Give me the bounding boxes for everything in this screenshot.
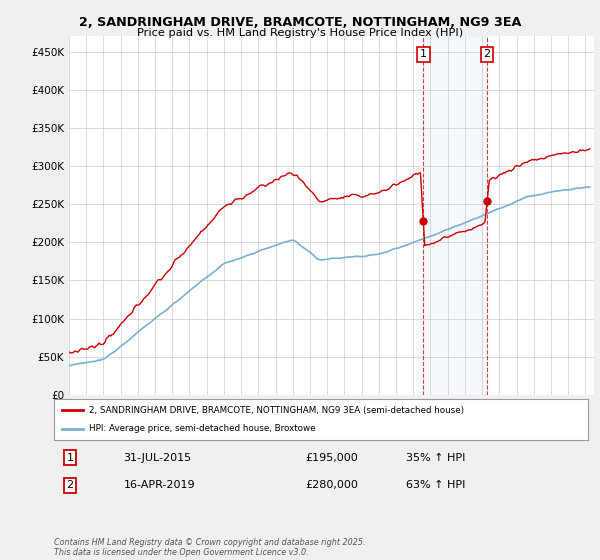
Text: 2: 2 bbox=[67, 480, 74, 490]
Text: HPI: Average price, semi-detached house, Broxtowe: HPI: Average price, semi-detached house,… bbox=[89, 424, 315, 433]
Text: 63% ↑ HPI: 63% ↑ HPI bbox=[406, 480, 466, 490]
Text: £280,000: £280,000 bbox=[305, 480, 358, 490]
Text: 2, SANDRINGHAM DRIVE, BRAMCOTE, NOTTINGHAM, NG9 3EA: 2, SANDRINGHAM DRIVE, BRAMCOTE, NOTTINGH… bbox=[79, 16, 521, 29]
Bar bbox=[423, 36, 487, 395]
Text: 35% ↑ HPI: 35% ↑ HPI bbox=[406, 452, 466, 463]
Text: Price paid vs. HM Land Registry's House Price Index (HPI): Price paid vs. HM Land Registry's House … bbox=[137, 28, 463, 38]
Text: £195,000: £195,000 bbox=[305, 452, 358, 463]
Text: 2, SANDRINGHAM DRIVE, BRAMCOTE, NOTTINGHAM, NG9 3EA (semi-detached house): 2, SANDRINGHAM DRIVE, BRAMCOTE, NOTTINGH… bbox=[89, 405, 464, 414]
Text: 2: 2 bbox=[484, 49, 491, 59]
Text: 1: 1 bbox=[420, 49, 427, 59]
Text: 31-JUL-2015: 31-JUL-2015 bbox=[124, 452, 191, 463]
Text: Contains HM Land Registry data © Crown copyright and database right 2025.
This d: Contains HM Land Registry data © Crown c… bbox=[54, 538, 365, 557]
Text: 16-APR-2019: 16-APR-2019 bbox=[124, 480, 195, 490]
Text: 1: 1 bbox=[67, 452, 74, 463]
